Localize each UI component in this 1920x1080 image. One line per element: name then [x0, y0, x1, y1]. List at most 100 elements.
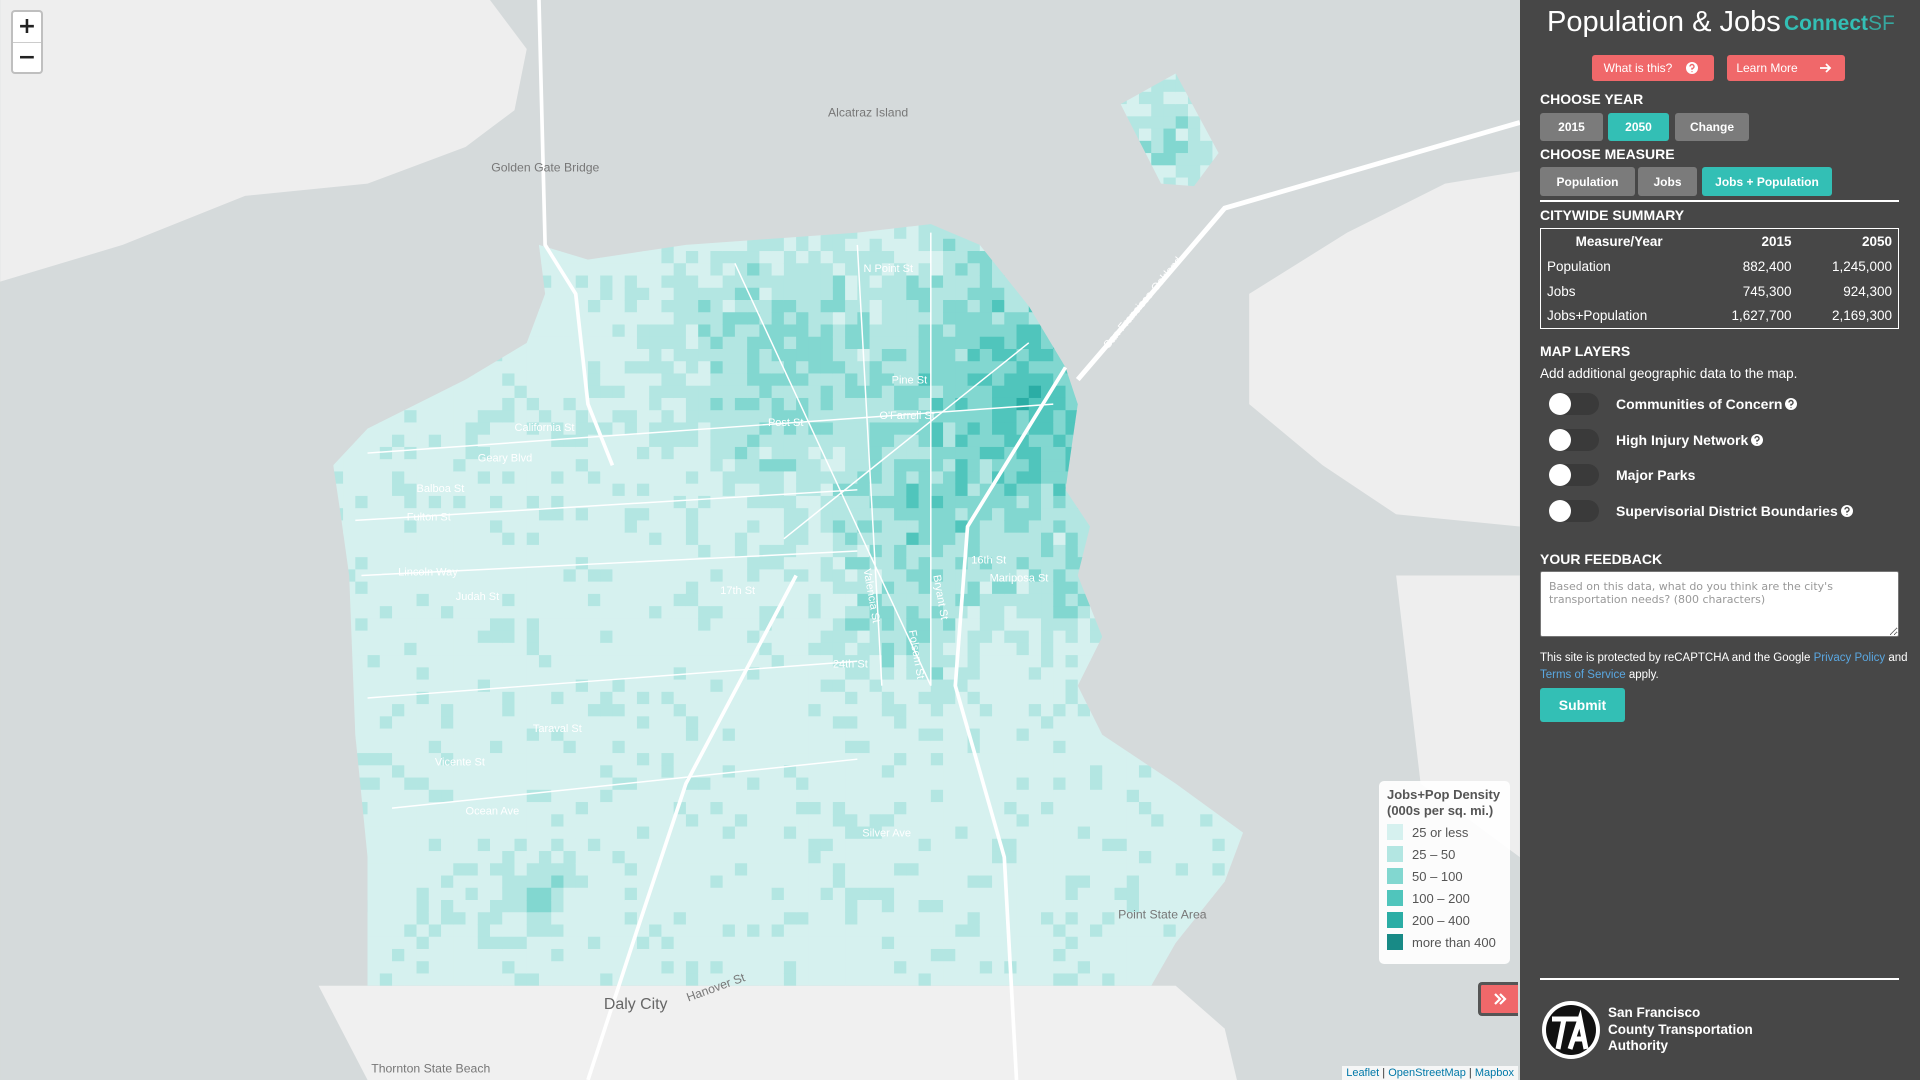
- density-cell: [379, 875, 393, 889]
- density-cell: [343, 459, 356, 472]
- density-cell: [967, 900, 981, 913]
- density-cell: [404, 642, 418, 656]
- density-cell: [367, 789, 381, 803]
- density-cell: [355, 667, 369, 681]
- density-cell: [453, 912, 466, 925]
- density-cell: [698, 336, 711, 350]
- density-cell: [759, 789, 773, 803]
- density-cell: [747, 422, 760, 436]
- density-cell: [979, 948, 993, 962]
- density-cell: [1090, 875, 1103, 889]
- density-cell: [906, 263, 920, 276]
- density-cell: [820, 789, 834, 803]
- density-cell: [575, 875, 589, 889]
- density-cell: [502, 961, 515, 974]
- density-cell: [685, 300, 699, 313]
- density-cell: [894, 912, 907, 925]
- density-cell: [673, 814, 687, 828]
- density-cell: [918, 691, 932, 705]
- density-cell: [526, 716, 540, 730]
- density-cell: [943, 324, 956, 338]
- density-cell: [906, 373, 920, 387]
- density-cell: [992, 948, 1005, 962]
- density-cell: [1053, 630, 1066, 644]
- density-cell: [832, 532, 846, 546]
- density-cell: [992, 875, 1005, 889]
- density-cell: [906, 826, 920, 840]
- density-cell: [698, 361, 711, 374]
- density-cell: [906, 361, 920, 374]
- density-cell: [587, 471, 601, 485]
- density-cell: [428, 679, 442, 693]
- density-cell: [943, 385, 956, 399]
- map[interactable]: Alcatraz Island Golden Gate Bridge N Poi…: [0, 0, 1520, 1080]
- density-cell: [636, 642, 650, 656]
- density-cell: [967, 348, 981, 362]
- density-cell: [624, 336, 638, 350]
- density-cell: [783, 471, 797, 485]
- density-cell: [1016, 532, 1030, 546]
- density-cell: [930, 667, 944, 681]
- density-cell: [490, 557, 503, 570]
- density-cell: [820, 777, 834, 791]
- density-cell: [955, 838, 969, 852]
- density-cell: [869, 753, 883, 766]
- density-cell: [1114, 912, 1128, 925]
- density-cell: [563, 838, 577, 852]
- density-cell: [661, 630, 675, 644]
- density-cell: [759, 961, 773, 974]
- density-cell: [661, 300, 675, 313]
- density-cell: [465, 422, 479, 436]
- density-cell: [759, 422, 773, 436]
- density-cell: [771, 446, 785, 460]
- density-cell: [845, 397, 858, 411]
- density-cell: [857, 789, 871, 803]
- density-cell: [894, 863, 907, 876]
- density-cell: [894, 251, 907, 264]
- density-cell: [428, 875, 442, 889]
- density-cell: [575, 483, 589, 497]
- density-cell: [1041, 569, 1054, 583]
- density-cell: [1053, 679, 1066, 693]
- density-cell: [612, 361, 626, 374]
- density-cell: [551, 324, 564, 338]
- density-cell: [759, 287, 773, 301]
- density-cell: [747, 312, 760, 325]
- density-cell: [367, 544, 381, 558]
- density-cell: [881, 851, 895, 864]
- density-cell: [563, 912, 577, 925]
- density-cell: [636, 581, 650, 595]
- density-cell: [453, 630, 466, 644]
- density-cell: [943, 753, 956, 766]
- density-cell: [955, 900, 969, 913]
- density-cell: [747, 471, 760, 485]
- density-cell: [551, 434, 564, 448]
- density-cell: [514, 691, 528, 705]
- density-cell: [1004, 397, 1018, 411]
- density-cell: [624, 863, 638, 876]
- density-cell: [894, 348, 907, 362]
- density-cell: [428, 826, 442, 840]
- density-cell: [465, 446, 479, 460]
- density-cell: [1065, 593, 1079, 607]
- density-cell: [992, 495, 1005, 509]
- density-cell: [894, 655, 907, 668]
- density-cell: [538, 300, 552, 313]
- density-cell: [832, 397, 846, 411]
- density-cell: [685, 802, 699, 815]
- density-cell: [404, 851, 418, 864]
- density-cell: [600, 655, 613, 668]
- density-cell: [526, 642, 540, 656]
- density-cell: [514, 483, 528, 497]
- density-cell: [1004, 593, 1018, 607]
- density-cell: [514, 961, 528, 974]
- density-cell: [1041, 495, 1054, 509]
- density-cell: [502, 838, 515, 852]
- density-cell: [367, 483, 381, 497]
- density-cell: [685, 348, 699, 362]
- density-cell: [367, 569, 381, 583]
- density-cell: [979, 838, 993, 852]
- density-cell: [906, 838, 920, 852]
- density-cell: [943, 581, 956, 595]
- density-cell: [367, 765, 381, 779]
